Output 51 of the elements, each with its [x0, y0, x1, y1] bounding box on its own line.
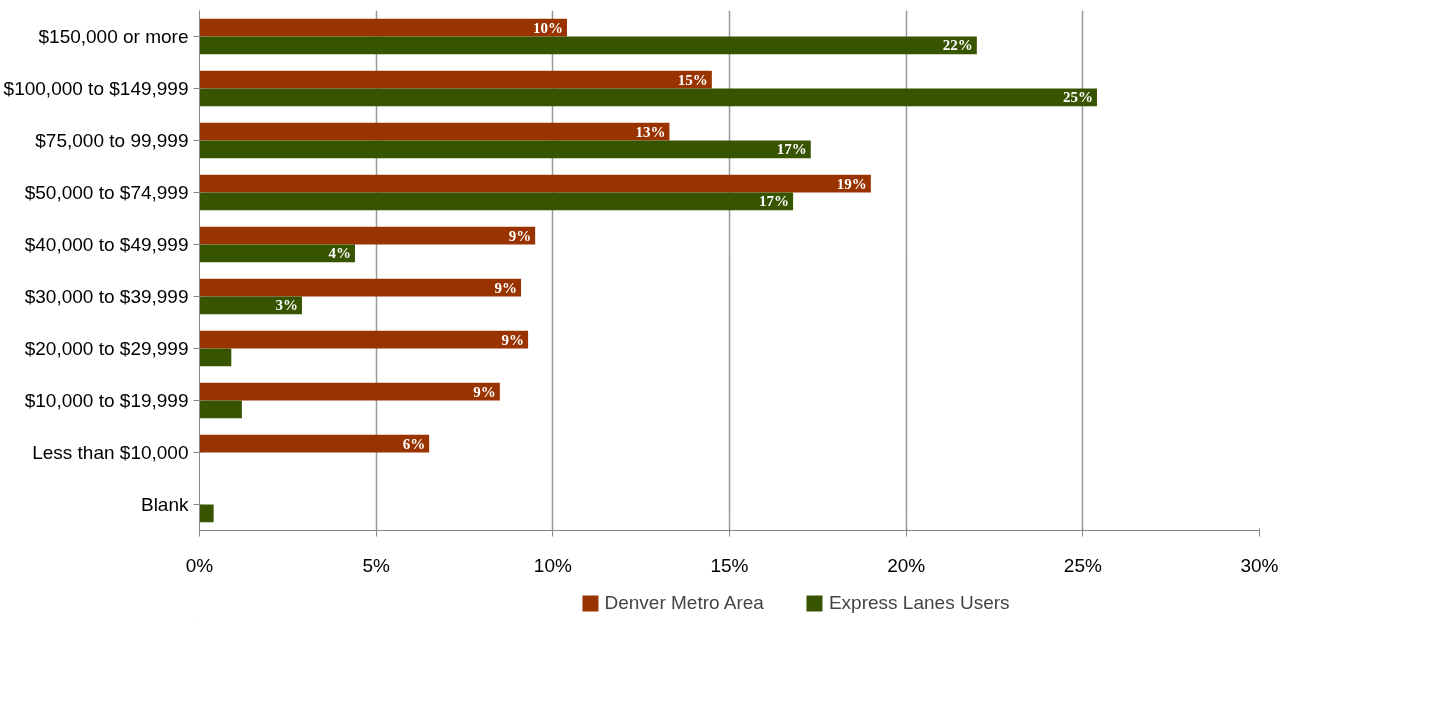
data-label: 22% [942, 37, 973, 54]
y-tick-label: $40,000 to $49,999 [24, 234, 189, 255]
bar [199, 382, 500, 401]
bar [199, 244, 355, 263]
y-tick-label: Blank [140, 494, 189, 515]
y-tick-label: Less than $10,000 [32, 442, 189, 463]
bar [199, 504, 214, 523]
legend-label: Denver Metro Area [604, 592, 764, 614]
data-label: 4% [328, 245, 351, 262]
data-label: 17% [776, 141, 807, 158]
data-label: 9% [501, 331, 525, 348]
data-label: 15% [677, 71, 708, 88]
x-tick-label: 30% [1240, 554, 1279, 576]
bar [199, 88, 1097, 107]
data-label: 6% [402, 435, 426, 452]
data-label: 10% [532, 19, 563, 36]
y-tick-label: $150,000 or more [38, 26, 189, 47]
data-label: 25% [1062, 89, 1093, 106]
x-tick-label: 5% [362, 554, 390, 576]
data-label: 13% [635, 123, 666, 140]
data-label: 17% [759, 193, 790, 210]
y-tick-label: $30,000 to $39,999 [24, 286, 189, 307]
y-tick-label: $10,000 to $19,999 [24, 390, 189, 411]
bar [199, 70, 712, 89]
data-label: 9% [473, 383, 496, 400]
x-tick-label: 20% [887, 554, 926, 576]
bar [199, 18, 567, 37]
x-tick-label: 15% [710, 554, 749, 576]
bar [199, 400, 242, 419]
data-label: 9% [508, 227, 532, 244]
data-label: 19% [836, 175, 867, 192]
bar [199, 174, 871, 193]
bar [199, 122, 670, 141]
bar [199, 36, 977, 55]
data-label: 3% [275, 297, 298, 314]
bar [199, 140, 811, 159]
legend-label: Express Lanes Users [828, 592, 1010, 614]
data-label: 9% [494, 279, 518, 296]
y-tick-label: $100,000 to $149,999 [3, 78, 189, 99]
bar [199, 226, 536, 245]
y-tick-label: $75,000 to 99,999 [35, 130, 189, 151]
bar [199, 348, 232, 367]
x-tick-label: 10% [533, 554, 572, 576]
bar [199, 434, 430, 453]
bar [199, 192, 794, 211]
x-tick-label: 0% [185, 554, 214, 576]
bar [199, 330, 529, 349]
x-tick-label: 25% [1063, 554, 1102, 576]
bar [199, 278, 522, 297]
y-tick-label: $20,000 to $29,999 [24, 338, 189, 359]
y-tick-label: $50,000 to $74,999 [24, 182, 189, 203]
